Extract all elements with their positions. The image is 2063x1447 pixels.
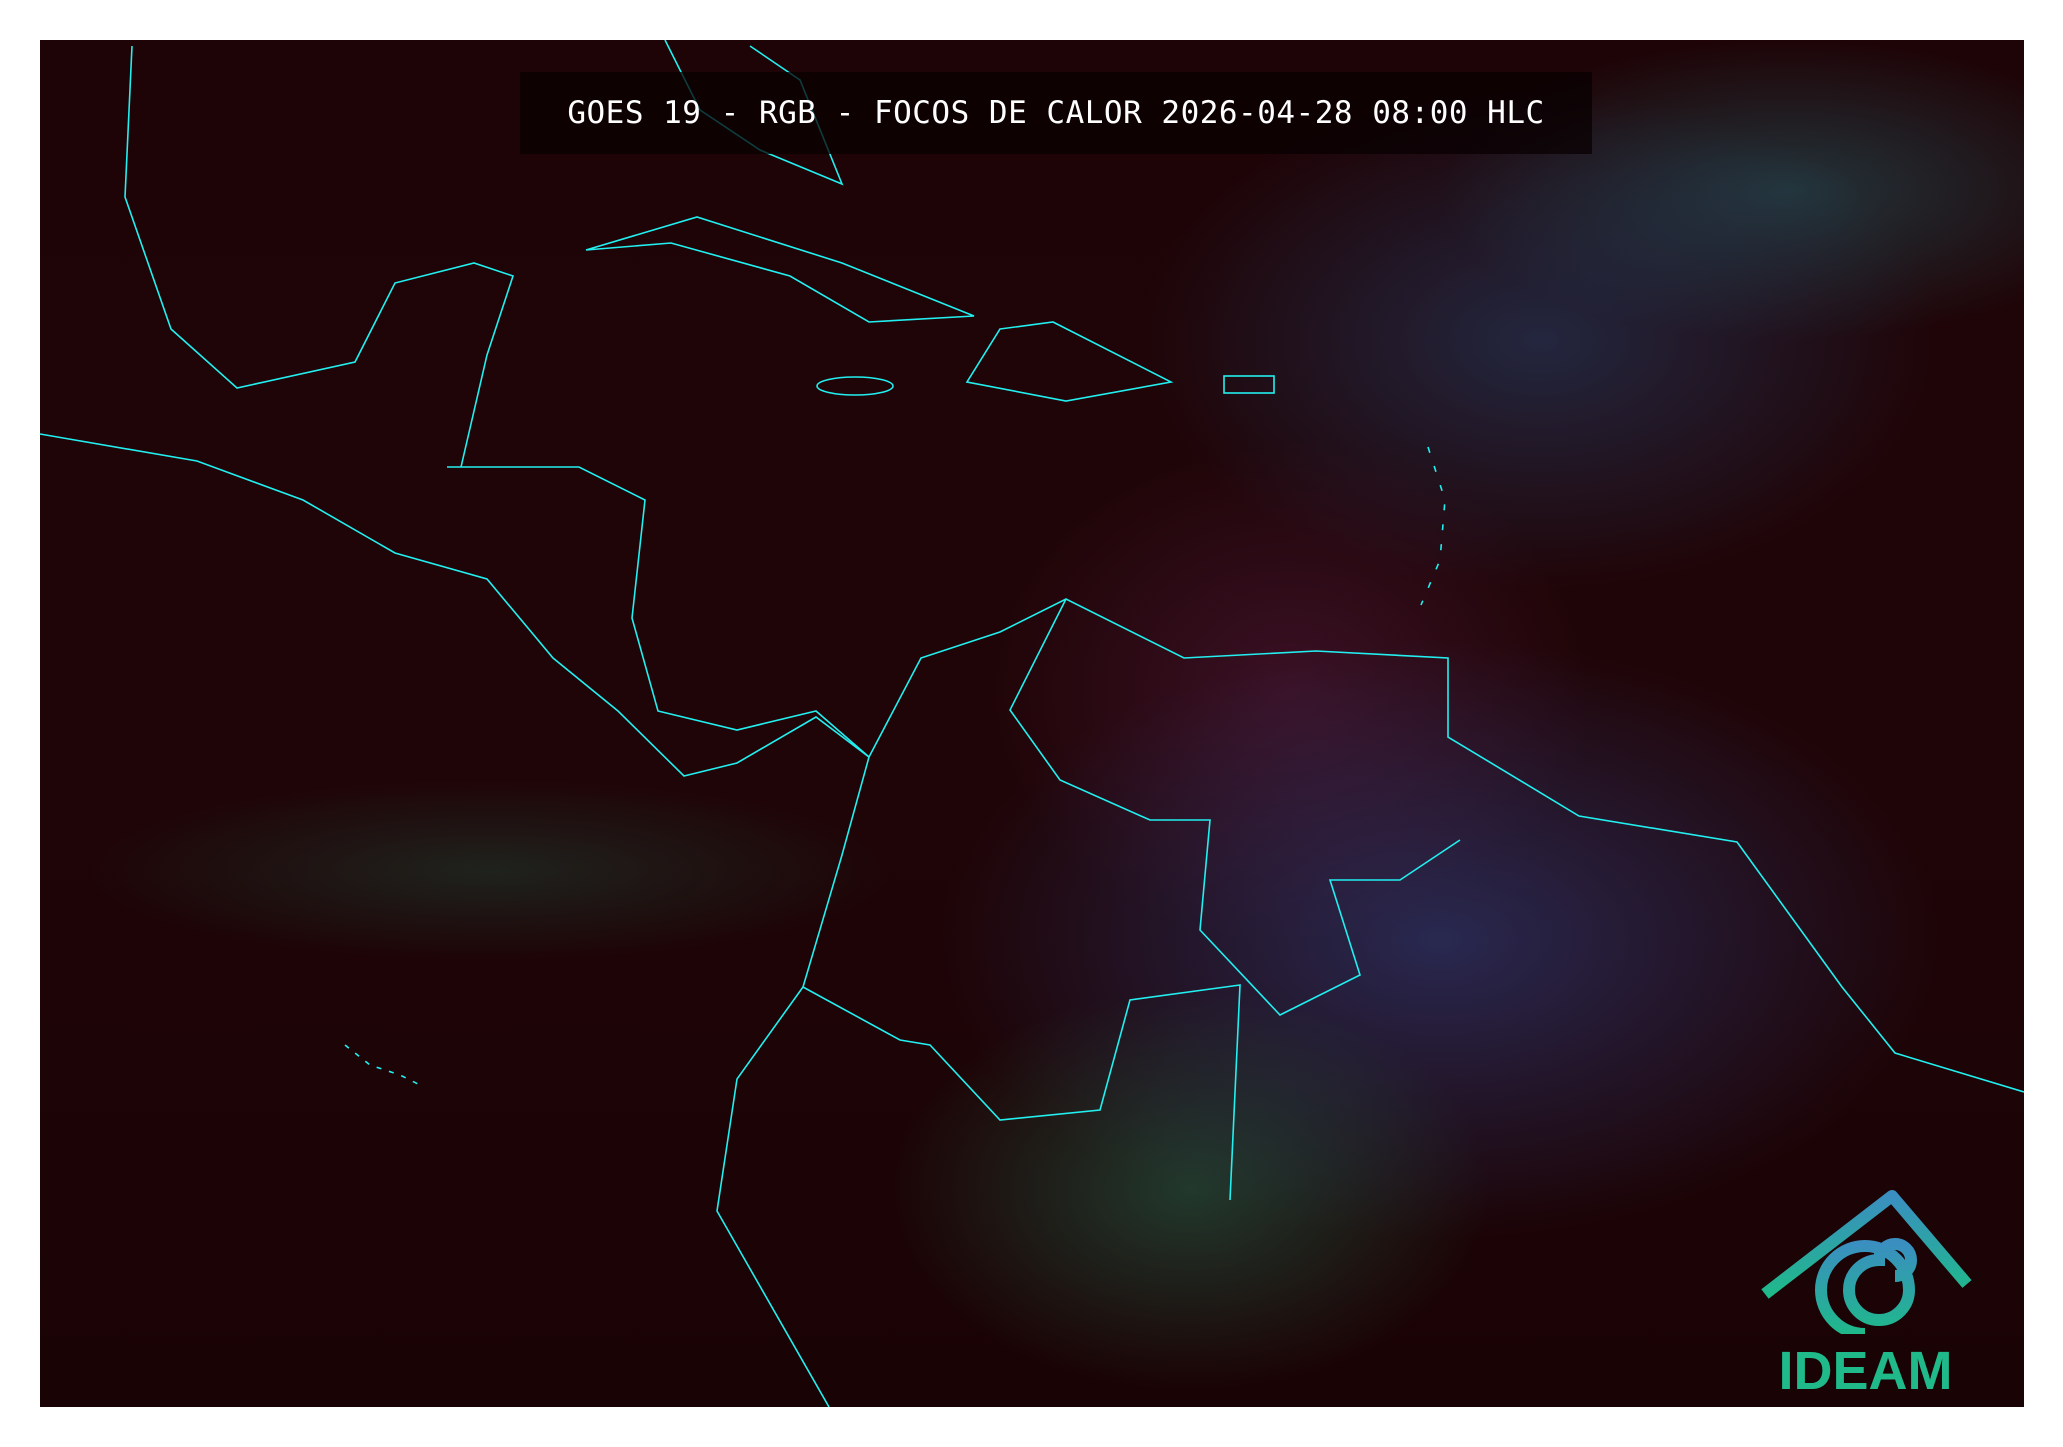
caribbean-coast-central-america: [447, 466, 870, 758]
title-banner: GOES 19 - RGB - FOCOS DE CALOR 2026-04-2…: [520, 72, 1592, 154]
south-america-pacific-coast: [716, 756, 870, 1407]
ideam-mountain-spiral-icon: [1761, 1190, 1972, 1340]
hispaniola-coast: [965, 321, 1174, 402]
border-colombia-peru-brazil: [802, 984, 1241, 1201]
jamaica-coast: [816, 376, 894, 396]
lesser-antilles: [1420, 446, 1446, 606]
satellite-map: [40, 40, 2024, 1407]
south-america-north-coast: [868, 598, 2024, 1093]
cuba-coast: [585, 216, 975, 323]
galapagos-islands: [344, 1044, 421, 1086]
mexico-gulf-coast: [124, 45, 515, 468]
map-title: GOES 19 - RGB - FOCOS DE CALOR 2026-04-2…: [567, 95, 1545, 131]
coastlines-overlay: [40, 40, 2024, 1407]
puerto-rico-coast: [1223, 375, 1275, 394]
ideam-logo: IDEAM: [1757, 1184, 1974, 1398]
logo-text: IDEAM: [1778, 1341, 1953, 1401]
border-colombia-venezuela: [1009, 598, 1461, 1016]
pacific-coast-central-america: [40, 433, 870, 777]
